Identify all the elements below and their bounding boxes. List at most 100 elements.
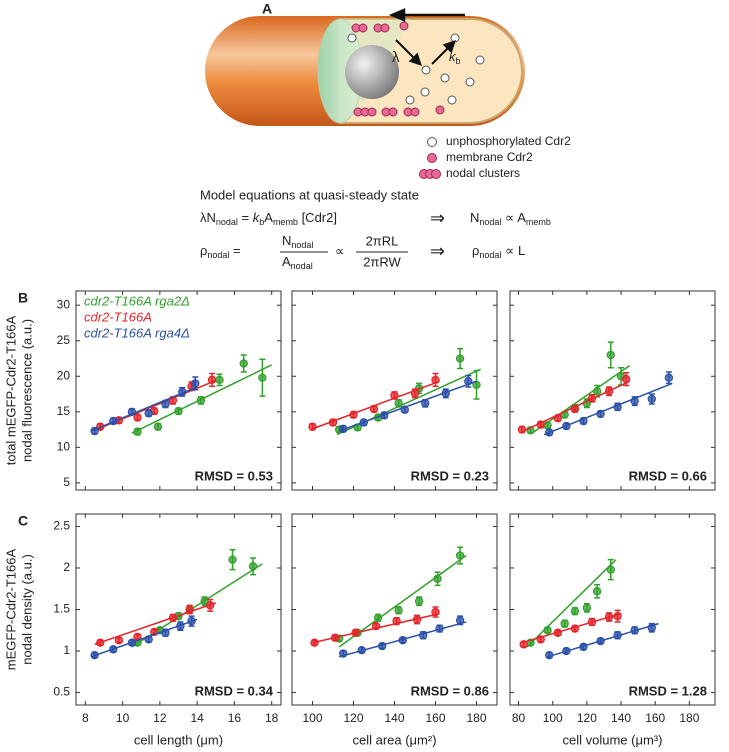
point: [351, 628, 360, 637]
point: [435, 624, 444, 633]
legend-text: membrane Cdr2: [446, 150, 533, 164]
eq-part: N: [470, 210, 479, 225]
point: [419, 631, 428, 640]
nucleus: [345, 45, 399, 99]
implies: ⇒: [430, 208, 445, 228]
point: [543, 626, 552, 635]
eq-part: =: [238, 210, 253, 225]
x-tick-label: 160: [645, 711, 665, 725]
x-tick-label: 12: [153, 711, 167, 725]
legend-text: unphosphorylated Cdr2: [446, 134, 571, 148]
point: [196, 396, 206, 405]
kb-label: kb: [449, 49, 461, 66]
point: [431, 607, 440, 617]
plot-frame: [509, 513, 716, 706]
point: [536, 635, 545, 644]
eq-part: A: [264, 210, 273, 225]
point: [587, 617, 597, 627]
point: [630, 396, 639, 406]
eq-part: λN: [200, 210, 216, 225]
point: [133, 427, 142, 436]
point: [579, 416, 588, 426]
point: [109, 416, 118, 426]
point: [455, 551, 465, 560]
annotation: RMSD = 0.53: [195, 468, 273, 483]
point: [596, 409, 605, 419]
point: [414, 596, 424, 606]
point: [339, 424, 348, 434]
equation: Nnodal ∝ Amemb: [470, 210, 551, 227]
point: [441, 389, 450, 398]
point: [168, 613, 178, 623]
point: [373, 613, 383, 623]
point: [349, 410, 358, 419]
x-tick-label: 8: [82, 711, 89, 725]
x-tick-label: 140: [384, 711, 404, 725]
equation: λNnodal = kbAmemb [Cdr2]: [200, 210, 337, 227]
point: [258, 373, 267, 382]
eq-part: ρ: [200, 243, 207, 258]
annotation: RMSD = 0.86: [411, 683, 489, 698]
eq-part: nodal: [479, 217, 501, 227]
point: [133, 413, 142, 422]
point: [579, 642, 588, 652]
eq-part: N: [282, 233, 291, 248]
eq-part: ρ: [472, 243, 479, 258]
eq-part: ∝: [501, 243, 518, 258]
fraction-bottom: Anodal: [282, 254, 313, 271]
point: [545, 428, 554, 437]
eq-part: b: [259, 217, 264, 227]
point: [517, 425, 527, 434]
point: [215, 375, 224, 385]
plot-frame: [291, 290, 498, 491]
plot: RMSD = 0.23: [291, 290, 498, 491]
point: [205, 601, 215, 610]
point: [161, 628, 170, 637]
eq-part: ∝: [501, 210, 517, 225]
legend-marker: [427, 153, 437, 163]
y-axis-label: nodal fluorescence (a.u.): [19, 319, 34, 462]
x-tick-label: 180: [679, 711, 699, 725]
point: [455, 354, 465, 363]
point: [390, 391, 399, 400]
point: [621, 374, 631, 384]
point: [553, 628, 563, 637]
x-tick-label: 180: [466, 711, 486, 725]
eq-part: k: [253, 210, 261, 225]
point: [570, 404, 580, 414]
annotation: RMSD = 0.66: [629, 468, 707, 483]
y-tick-label: 30: [57, 297, 71, 311]
point: [174, 406, 183, 416]
y-axis-label: mEGFP-Cdr2-T166A: [3, 548, 18, 670]
point: [369, 404, 379, 414]
point: [378, 641, 387, 651]
proportional: ∝: [335, 243, 344, 258]
point: [308, 422, 317, 431]
x-tick-label: 160: [425, 711, 445, 725]
y-tick-label: 1.5: [53, 602, 70, 616]
point: [647, 623, 656, 632]
point: [570, 606, 580, 616]
point: [200, 596, 209, 606]
panel-label: A: [262, 1, 272, 17]
plot-frame: [509, 290, 716, 491]
equation: ρnodal ∝ L: [472, 243, 525, 260]
point: [606, 350, 615, 360]
eq-part: A: [517, 210, 526, 225]
point: [176, 621, 185, 631]
panel-label: C: [18, 513, 28, 529]
y-axis-label: nodal density (a.u.): [19, 554, 34, 665]
y-tick-label: 5: [63, 475, 70, 489]
point: [400, 405, 409, 414]
panel-label: B: [18, 290, 28, 306]
eq-part: memb: [526, 217, 551, 227]
fit-line: [94, 602, 217, 646]
point: [431, 375, 440, 385]
point: [114, 636, 124, 645]
point: [592, 387, 602, 396]
point: [596, 636, 605, 646]
point: [380, 411, 389, 420]
point: [248, 562, 258, 571]
x-axis-label: cell area (μm²): [352, 732, 436, 747]
